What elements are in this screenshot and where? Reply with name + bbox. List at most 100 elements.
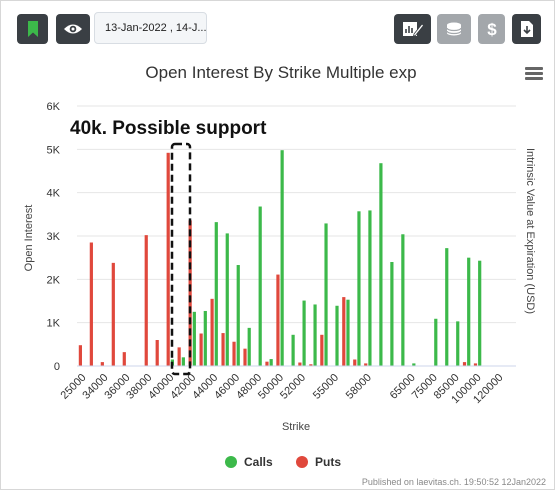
y-tick-label: 5K (47, 144, 61, 156)
x-tick-label: 52000 (278, 372, 308, 402)
chart-title: Open Interest By Strike Multiple exp (145, 63, 416, 82)
coins-icon (444, 20, 464, 38)
bar-calls (390, 262, 393, 366)
x-tick-label: 42000 (168, 372, 198, 402)
bar-calls (259, 207, 262, 366)
bar-calls (193, 312, 196, 366)
y-tick-label: 6K (47, 101, 61, 113)
bar-puts (79, 345, 82, 366)
x-tick-label: 25000 (59, 372, 89, 402)
x-tick-label: 58000 (344, 372, 374, 402)
coins-button[interactable] (437, 14, 471, 44)
bar-puts (474, 363, 477, 366)
bar-calls (204, 311, 207, 366)
bar-puts (167, 153, 170, 366)
bar-puts (221, 333, 224, 366)
bar-puts (210, 299, 213, 366)
eye-icon (63, 22, 83, 36)
bar-calls (281, 150, 284, 366)
bar-puts (156, 340, 159, 366)
toggle-visibility-button[interactable] (56, 14, 90, 44)
legend-label-puts: Puts (315, 455, 341, 469)
bar-calls (324, 223, 327, 366)
bar-puts (189, 220, 192, 366)
dollar-icon: $ (485, 19, 499, 39)
bar-calls (368, 210, 371, 366)
bookmark-icon (26, 20, 40, 38)
x-tick-label: 46000 (212, 372, 242, 402)
bar-puts (364, 363, 367, 366)
bar-puts (342, 297, 345, 366)
y-axis-ticks: 0 1K 2K 3K 4K 5K 6K (47, 101, 61, 373)
bar-calls (182, 357, 185, 366)
bar-calls (401, 234, 404, 366)
bar-calls (226, 233, 229, 366)
edit-chart-button[interactable] (394, 14, 431, 44)
bar-puts (101, 362, 104, 366)
bar-calls (467, 258, 470, 366)
bar-calls (270, 359, 273, 366)
bar-calls (248, 328, 251, 366)
x-tick-label: 44000 (190, 372, 220, 402)
edit-chart-icon (402, 20, 424, 38)
legend-item-calls[interactable]: Calls (225, 455, 273, 469)
y-tick-label: 4K (47, 188, 61, 200)
bar-puts (309, 364, 312, 366)
bar-calls (237, 265, 240, 366)
legend-label-calls: Calls (244, 455, 273, 469)
x-tick-label: 48000 (234, 372, 264, 402)
bar-puts (178, 347, 181, 366)
x-tick-label: 85000 (432, 372, 462, 402)
x-tick-label: 40000 (146, 372, 176, 402)
x-tick-label: 34000 (80, 372, 110, 402)
bars (79, 150, 482, 366)
bar-calls (171, 360, 174, 367)
bar-calls (445, 248, 448, 366)
svg-text:$: $ (487, 20, 497, 39)
annotation-text: 40k. Possible support (70, 118, 267, 139)
x-tick-label: 38000 (124, 372, 154, 402)
y-tick-label: 1K (47, 318, 61, 330)
bar-puts (90, 243, 93, 367)
x-tick-label: 120000 (471, 372, 505, 406)
y-tick-label: 2K (47, 274, 61, 286)
x-tick-label: 75000 (410, 372, 440, 402)
bar-puts (232, 342, 235, 366)
bar-calls (313, 304, 316, 366)
dollar-button[interactable]: $ (478, 14, 505, 44)
bar-puts (123, 352, 126, 366)
gridlines (77, 106, 516, 323)
y-axis-label: Open Interest (23, 205, 35, 272)
bar-puts (276, 275, 279, 366)
legend-item-puts[interactable]: Puts (296, 455, 341, 469)
bar-puts (145, 235, 148, 366)
y2-axis-label: Intrinsic Value at Expiration (USD) (524, 148, 536, 314)
chart-menu-button[interactable] (525, 67, 543, 81)
legend-marker-calls (225, 456, 237, 468)
x-tick-label: 65000 (388, 372, 418, 402)
download-button[interactable] (512, 14, 541, 44)
bar-puts (243, 349, 246, 366)
legend: Calls Puts (225, 455, 341, 469)
date-range-value: 13-Jan-2022 , 14-J... (105, 22, 207, 34)
footer-credit: Published on laevitas.ch. 19:50:52 12Jan… (362, 477, 546, 487)
bar-calls (215, 222, 218, 366)
bar-calls (346, 300, 349, 366)
bar-puts (200, 334, 203, 367)
x-tick-label: 50000 (256, 372, 286, 402)
y-tick-label: 3K (47, 231, 61, 243)
bar-calls (478, 261, 481, 366)
bar-puts (298, 363, 301, 366)
x-tick-label: 36000 (102, 372, 132, 402)
download-icon (520, 20, 534, 38)
bar-calls (335, 306, 338, 366)
bar-puts (112, 263, 115, 366)
date-range-field[interactable]: 13-Jan-2022 , 14-J... (94, 12, 207, 44)
x-tick-label: 55000 (311, 372, 341, 402)
bar-puts (265, 362, 268, 366)
bookmark-button[interactable] (17, 14, 48, 44)
bar-puts (463, 362, 466, 366)
bar-calls (357, 211, 360, 366)
